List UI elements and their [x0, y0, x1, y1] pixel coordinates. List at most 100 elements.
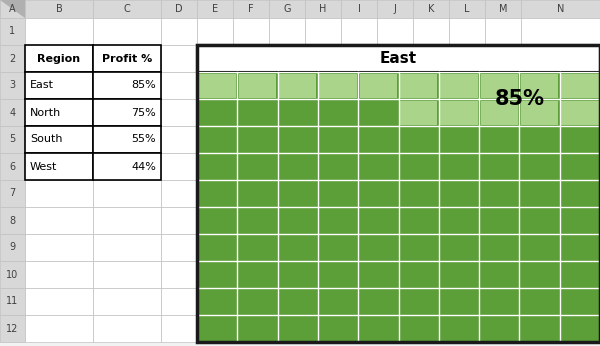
- Bar: [161, 0, 197, 18]
- Text: West: West: [30, 162, 58, 172]
- Text: K: K: [428, 4, 434, 14]
- Bar: [481, 127, 518, 152]
- Bar: [25, 234, 93, 261]
- Text: 85%: 85%: [494, 89, 544, 109]
- Bar: [377, 261, 413, 288]
- Bar: [233, 207, 269, 234]
- Bar: [561, 127, 599, 152]
- Bar: [279, 263, 316, 286]
- Bar: [449, 261, 485, 288]
- Bar: [279, 317, 316, 340]
- Text: A: A: [9, 4, 16, 14]
- Bar: [521, 182, 558, 206]
- Bar: [377, 18, 413, 45]
- Text: Region: Region: [37, 54, 80, 64]
- Bar: [161, 207, 197, 234]
- Bar: [279, 290, 316, 313]
- Bar: [341, 126, 377, 153]
- Text: I: I: [358, 4, 361, 14]
- Text: 10: 10: [7, 270, 19, 280]
- Bar: [377, 72, 413, 99]
- Bar: [413, 288, 449, 315]
- Bar: [279, 100, 316, 125]
- Text: N: N: [557, 4, 564, 14]
- Bar: [93, 261, 161, 288]
- Bar: [521, 72, 600, 99]
- Bar: [279, 73, 316, 98]
- Bar: [25, 72, 93, 99]
- Text: 8: 8: [10, 216, 16, 226]
- Bar: [197, 99, 233, 126]
- Bar: [440, 127, 478, 152]
- Bar: [0, 99, 25, 126]
- Bar: [279, 155, 316, 179]
- Bar: [197, 45, 600, 342]
- Bar: [25, 126, 93, 153]
- Bar: [440, 236, 478, 260]
- Bar: [269, 0, 305, 18]
- Text: D: D: [175, 4, 183, 14]
- Bar: [161, 18, 197, 45]
- Bar: [449, 0, 485, 18]
- Bar: [319, 290, 356, 313]
- Bar: [93, 45, 161, 72]
- Bar: [233, 234, 269, 261]
- Bar: [521, 209, 558, 233]
- Bar: [0, 0, 25, 18]
- Bar: [485, 207, 521, 234]
- Bar: [305, 126, 341, 153]
- Bar: [239, 236, 276, 260]
- Bar: [413, 126, 449, 153]
- Bar: [161, 45, 197, 72]
- Bar: [341, 180, 377, 207]
- Bar: [360, 155, 397, 179]
- Bar: [0, 234, 25, 261]
- Bar: [561, 182, 599, 206]
- Bar: [400, 263, 437, 286]
- Text: South: South: [30, 135, 62, 145]
- Bar: [561, 317, 599, 340]
- Bar: [161, 126, 197, 153]
- Bar: [485, 45, 521, 72]
- Bar: [449, 153, 485, 180]
- Bar: [481, 236, 518, 260]
- Bar: [521, 153, 600, 180]
- Text: F: F: [248, 4, 254, 14]
- Bar: [341, 0, 377, 18]
- Bar: [93, 72, 161, 99]
- Bar: [319, 73, 356, 98]
- Bar: [481, 155, 518, 179]
- Bar: [400, 155, 437, 179]
- Bar: [521, 236, 558, 260]
- Bar: [440, 100, 478, 125]
- Bar: [197, 45, 233, 72]
- Bar: [440, 317, 478, 340]
- Bar: [305, 18, 341, 45]
- Bar: [341, 153, 377, 180]
- Bar: [269, 315, 305, 342]
- Bar: [413, 45, 449, 72]
- Bar: [360, 100, 397, 125]
- Bar: [449, 45, 485, 72]
- Bar: [360, 317, 397, 340]
- Text: M: M: [499, 4, 507, 14]
- Bar: [561, 236, 599, 260]
- Bar: [197, 45, 600, 72]
- Bar: [233, 0, 269, 18]
- Bar: [377, 126, 413, 153]
- Bar: [0, 126, 25, 153]
- Bar: [521, 45, 600, 72]
- Bar: [319, 155, 356, 179]
- Bar: [93, 45, 161, 72]
- Bar: [233, 72, 269, 99]
- Bar: [305, 180, 341, 207]
- Bar: [413, 207, 449, 234]
- Bar: [239, 73, 276, 98]
- Bar: [197, 153, 233, 180]
- Text: 1: 1: [10, 27, 16, 36]
- Bar: [197, 207, 233, 234]
- Bar: [377, 153, 413, 180]
- Bar: [481, 73, 518, 98]
- Bar: [25, 261, 93, 288]
- Bar: [25, 315, 93, 342]
